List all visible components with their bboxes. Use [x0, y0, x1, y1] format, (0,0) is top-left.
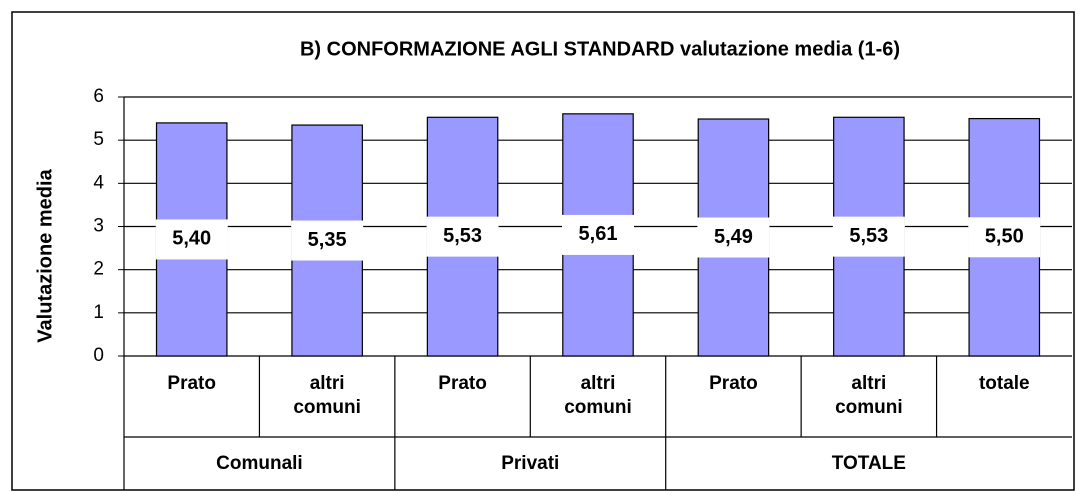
x-tick-label: Prato	[438, 373, 487, 394]
group-label: Comunali	[216, 453, 303, 474]
data-label: 5,53	[849, 225, 888, 247]
data-label-bg	[697, 217, 770, 258]
data-label: 5,61	[579, 223, 618, 245]
chart-title: B) CONFORMAZIONE AGLI STANDARD valutazio…	[300, 38, 900, 60]
group-label: TOTALE	[831, 453, 906, 474]
data-label-bg	[291, 220, 364, 261]
data-label: 5,53	[443, 225, 482, 247]
y-axis-label: Valutazione media	[34, 168, 56, 342]
data-label-bg	[968, 217, 1041, 258]
x-tick-label: altri comuni	[293, 373, 361, 418]
data-label-bg	[426, 216, 499, 257]
x-tick-label: Prato	[709, 373, 758, 394]
y-tick-label: 6	[93, 86, 104, 107]
y-tick-label: 1	[93, 302, 104, 323]
data-label-bg	[155, 219, 228, 260]
data-label: 5,50	[985, 226, 1024, 248]
group-label: Privati	[501, 453, 560, 474]
y-tick-label: 4	[93, 172, 104, 193]
y-tick-label: 2	[93, 259, 104, 280]
x-tick-label: totale	[978, 373, 1030, 394]
x-tick-label: altri comuni	[835, 373, 903, 418]
x-tick-label: Prato	[167, 373, 216, 394]
y-tick-label: 5	[93, 129, 104, 150]
x-tick-label: altri comuni	[564, 373, 632, 418]
data-label: 5,40	[172, 228, 211, 250]
frame	[11, 11, 1075, 491]
data-label-bg	[562, 214, 634, 255]
y-tick-label: 0	[93, 345, 104, 366]
y-tick-label: 3	[93, 216, 104, 237]
data-label-bg	[832, 216, 905, 257]
data-label: 5,35	[308, 229, 347, 251]
data-label: 5,49	[714, 226, 753, 248]
